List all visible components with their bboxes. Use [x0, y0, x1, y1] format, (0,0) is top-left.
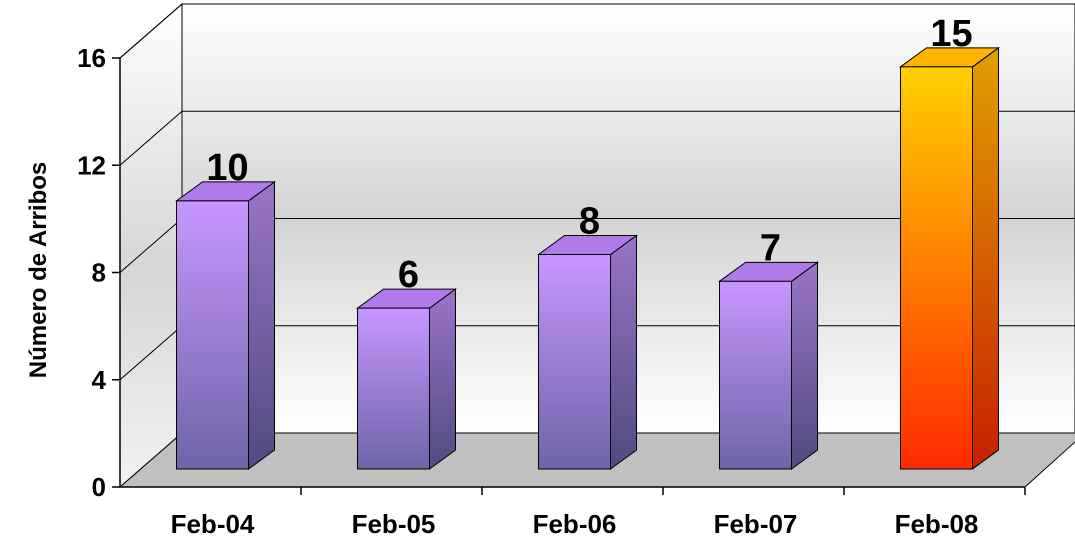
- data-label: 7: [760, 227, 781, 269]
- y-tick-label: 0: [92, 472, 106, 502]
- data-label: 6: [398, 254, 419, 296]
- data-label: 8: [579, 201, 600, 243]
- bar-feb-06: [536, 234, 639, 470]
- bar-front: [357, 307, 430, 470]
- bar-side: [429, 288, 456, 470]
- y-tick-label: 4: [92, 365, 107, 395]
- bar-front: [176, 200, 249, 470]
- bar-feb-05: [355, 288, 458, 470]
- y-axis-title: Número de Arribos: [25, 162, 52, 378]
- labels: 0 4 8 12 16 10 Feb-04 6 Feb-05 8 Feb-06 7 Feb-07 15 Fe…: [77, 13, 978, 536]
- bar-feb-07: [717, 261, 820, 470]
- bar-front: [719, 280, 792, 470]
- bar-side: [791, 261, 818, 470]
- bar-front: [538, 254, 611, 470]
- bar-side: [972, 46, 999, 470]
- gridline-depth: [119, 110, 183, 166]
- x-tick-label: Feb-05: [352, 509, 436, 536]
- y-tick-label: 12: [77, 150, 106, 180]
- bars: [174, 46, 1001, 470]
- x-tick-label: Feb-08: [895, 509, 979, 536]
- bar-feb-08: [898, 46, 1001, 470]
- data-label: 15: [930, 13, 972, 55]
- bar-front: [900, 66, 973, 470]
- bar-side: [248, 180, 275, 470]
- gridline-depth: [119, 218, 183, 273]
- bar-feb-04: [174, 180, 277, 470]
- axes: [112, 57, 1026, 495]
- x-tick-label: Feb-06: [533, 509, 617, 536]
- data-label: 10: [206, 147, 248, 189]
- x-tick-label: Feb-07: [714, 509, 798, 536]
- y-tick-label: 16: [77, 43, 106, 73]
- gridline-depth: [119, 3, 183, 59]
- gridline-depth: [119, 325, 183, 381]
- x-tick-label: Feb-04: [171, 509, 255, 536]
- bar-side: [610, 234, 637, 470]
- y-tick-label: 8: [92, 258, 106, 288]
